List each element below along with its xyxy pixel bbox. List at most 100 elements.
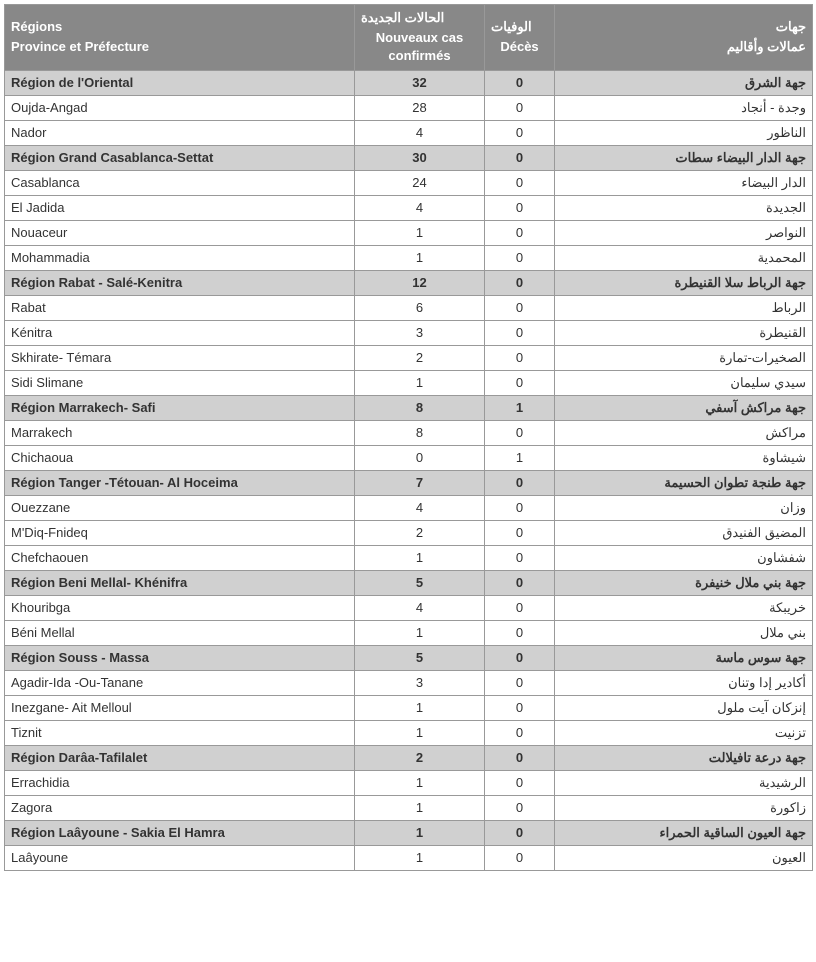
cell-deaths: 1	[485, 395, 555, 420]
cell-name-ar: شفشاون	[555, 545, 813, 570]
cell-deaths: 0	[485, 770, 555, 795]
cell-name-fr: Nouaceur	[5, 220, 355, 245]
table-header: Régions Province et Préfecture الحالات ا…	[5, 5, 813, 71]
cell-name-fr: Kénitra	[5, 320, 355, 345]
cell-name-ar: القنيطرة	[555, 320, 813, 345]
cell-name-fr: Laâyoune	[5, 845, 355, 870]
cell-name-fr: Marrakech	[5, 420, 355, 445]
cell-cases: 1	[355, 370, 485, 395]
province-row: Casablanca240الدار البيضاء	[5, 170, 813, 195]
cell-cases: 24	[355, 170, 485, 195]
cell-cases: 1	[355, 720, 485, 745]
cell-name-fr: Oujda-Angad	[5, 95, 355, 120]
cell-deaths: 0	[485, 120, 555, 145]
cell-cases: 1	[355, 770, 485, 795]
cell-name-ar: جهة العيون الساقية الحمراء	[555, 820, 813, 845]
province-row: Oujda-Angad280وجدة - أنجاد	[5, 95, 813, 120]
cell-name-fr: Inezgane- Ait Melloul	[5, 695, 355, 720]
cell-name-ar: مراكش	[555, 420, 813, 445]
cell-cases: 3	[355, 670, 485, 695]
province-row: Kénitra30القنيطرة	[5, 320, 813, 345]
cell-deaths: 0	[485, 695, 555, 720]
province-row: Chichaoua01شيشاوة	[5, 445, 813, 470]
header-jihat-fr: عمالات وأقاليم	[561, 38, 806, 56]
cell-deaths: 0	[485, 645, 555, 670]
cell-name-fr: Région Beni Mellal- Khénifra	[5, 570, 355, 595]
header-region-line1: Régions	[11, 18, 348, 36]
cell-deaths: 0	[485, 570, 555, 595]
cell-cases: 1	[355, 245, 485, 270]
header-jihat-ar: جهات	[561, 18, 806, 36]
province-row: Agadir-Ida -Ou-Tanane30أكادير إدا وتنان	[5, 670, 813, 695]
cell-name-ar: النواصر	[555, 220, 813, 245]
region-row: Région Grand Casablanca-Settat300جهة الد…	[5, 145, 813, 170]
cell-cases: 2	[355, 520, 485, 545]
province-row: Errachidia10الرشيدية	[5, 770, 813, 795]
cell-name-fr: Région Grand Casablanca-Settat	[5, 145, 355, 170]
cell-deaths: 0	[485, 595, 555, 620]
cell-name-ar: الرباط	[555, 295, 813, 320]
cell-cases: 5	[355, 570, 485, 595]
province-row: Rabat60الرباط	[5, 295, 813, 320]
header-cases-ar: الحالات الجديدة	[361, 9, 478, 27]
cell-deaths: 0	[485, 620, 555, 645]
cell-cases: 4	[355, 195, 485, 220]
cell-deaths: 0	[485, 470, 555, 495]
cell-cases: 3	[355, 320, 485, 345]
province-row: Béni Mellal10بني ملال	[5, 620, 813, 645]
cell-deaths: 0	[485, 520, 555, 545]
cell-cases: 8	[355, 420, 485, 445]
cell-cases: 2	[355, 345, 485, 370]
cell-cases: 2	[355, 745, 485, 770]
cell-cases: 4	[355, 495, 485, 520]
cell-cases: 7	[355, 470, 485, 495]
cell-cases: 4	[355, 595, 485, 620]
header-cases-fr: Nouveaux cas confirmés	[361, 29, 478, 65]
cell-name-ar: الرشيدية	[555, 770, 813, 795]
cell-cases: 1	[355, 545, 485, 570]
cell-deaths: 0	[485, 370, 555, 395]
province-row: Inezgane- Ait Melloul10إنزكان آيت ملول	[5, 695, 813, 720]
cell-name-ar: جهة بني ملال خنيفرة	[555, 570, 813, 595]
cell-deaths: 0	[485, 295, 555, 320]
cell-name-fr: Région Tanger -Tétouan- Al Hoceima	[5, 470, 355, 495]
header-jihat: جهات عمالات وأقاليم	[555, 5, 813, 71]
cell-name-ar: سيدي سليمان	[555, 370, 813, 395]
region-row: Région Darâa-Tafilalet20جهة درعة تافيلال…	[5, 745, 813, 770]
province-row: Khouribga40خريبكة	[5, 595, 813, 620]
cell-cases: 32	[355, 70, 485, 95]
cell-name-fr: Région Marrakech- Safi	[5, 395, 355, 420]
cell-name-ar: زاكورة	[555, 795, 813, 820]
cell-name-fr: Mohammadia	[5, 245, 355, 270]
cell-deaths: 0	[485, 270, 555, 295]
cell-name-fr: Région Rabat - Salé-Kenitra	[5, 270, 355, 295]
cell-name-ar: جهة الدار البيضاء سطات	[555, 145, 813, 170]
cell-name-ar: تزنيت	[555, 720, 813, 745]
cell-cases: 30	[355, 145, 485, 170]
cell-deaths: 0	[485, 70, 555, 95]
cell-name-ar: جهة درعة تافيلالت	[555, 745, 813, 770]
cell-name-ar: خريبكة	[555, 595, 813, 620]
province-row: Sidi Slimane10سيدي سليمان	[5, 370, 813, 395]
cell-name-ar: جهة الشرق	[555, 70, 813, 95]
covid-regions-table: Régions Province et Préfecture الحالات ا…	[4, 4, 813, 871]
cell-name-fr: Béni Mellal	[5, 620, 355, 645]
region-row: Région Beni Mellal- Khénifra50جهة بني مل…	[5, 570, 813, 595]
cell-name-fr: Chefchaouen	[5, 545, 355, 570]
cell-cases: 1	[355, 795, 485, 820]
cell-deaths: 1	[485, 445, 555, 470]
cell-deaths: 0	[485, 545, 555, 570]
header-region: Régions Province et Préfecture	[5, 5, 355, 71]
province-row: Zagora10زاكورة	[5, 795, 813, 820]
cell-name-ar: وزان	[555, 495, 813, 520]
cell-name-fr: Nador	[5, 120, 355, 145]
cell-deaths: 0	[485, 195, 555, 220]
cell-name-ar: الناظور	[555, 120, 813, 145]
cell-deaths: 0	[485, 720, 555, 745]
cell-cases: 1	[355, 820, 485, 845]
cell-name-fr: Skhirate- Témara	[5, 345, 355, 370]
cell-deaths: 0	[485, 745, 555, 770]
cell-name-fr: Région Souss - Massa	[5, 645, 355, 670]
region-row: Région Rabat - Salé-Kenitra120جهة الرباط…	[5, 270, 813, 295]
header-region-line2: Province et Préfecture	[11, 38, 348, 56]
